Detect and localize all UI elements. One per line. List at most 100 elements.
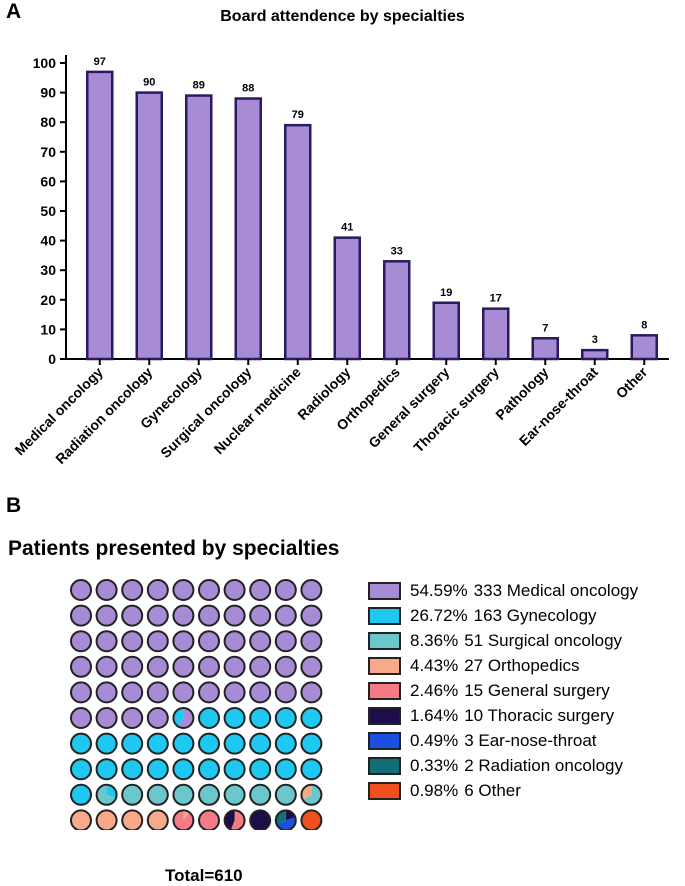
waffle-cell: [70, 630, 92, 653]
waffle-cell: [146, 783, 169, 806]
waffle-cell-fill: [147, 759, 168, 780]
waffle-cell: [274, 758, 297, 781]
waffle-cell-fill: [224, 580, 245, 600]
waffle-cell-fill: [250, 656, 271, 677]
waffle-cell: [95, 783, 118, 806]
waffle-cell: [198, 604, 220, 627]
waffle-cell: [300, 809, 323, 830]
waffle-cell-outline: [172, 783, 195, 806]
waffle-cell-fill: [275, 708, 296, 728]
waffle-cell: [274, 809, 297, 830]
waffle-cell: [198, 732, 220, 755]
waffle-cell-slice: [276, 817, 296, 830]
waffle-cell-fill: [147, 656, 168, 677]
waffle-cell-fill: [71, 580, 91, 600]
waffle-cell-outline: [300, 630, 323, 653]
waffle-cell-fill: [224, 708, 245, 728]
waffle-cell-outline: [274, 604, 297, 627]
waffle-cell-outline: [198, 604, 220, 627]
waffle-cell: [121, 655, 144, 678]
waffle-cell-fill: [122, 682, 143, 703]
waffle-cell-outline: [146, 758, 169, 781]
waffle-cell: [172, 732, 195, 755]
waffle-cell-outline: [70, 783, 92, 806]
waffle-cell: [172, 707, 195, 729]
waffle-cell-outline: [223, 630, 246, 653]
waffle-cell-outline: [172, 758, 195, 781]
waffle-cell-fill: [173, 605, 194, 626]
waffle-cell-outline: [70, 809, 92, 830]
y-tick-label: 80: [40, 114, 56, 130]
waffle-cell-outline: [121, 783, 144, 806]
waffle-cell-fill: [199, 631, 219, 652]
legend-swatch: [368, 632, 401, 650]
legend-swatch: [368, 782, 401, 800]
waffle-cell: [300, 758, 323, 781]
waffle-cell-outline: [198, 732, 220, 755]
waffle-cell: [70, 758, 92, 781]
legend-swatch: [368, 582, 401, 600]
waffle-cell-outline: [249, 809, 272, 830]
waffle-cell-fill: [96, 682, 117, 703]
legend-label: 10 Thoracic surgery: [464, 706, 615, 725]
waffle-cell: [198, 707, 220, 729]
waffle-cell: [249, 579, 272, 601]
waffle-cell: [274, 732, 297, 755]
waffle-cell: [172, 630, 195, 653]
waffle-cell-outline: [274, 579, 297, 601]
waffle-cell: [249, 655, 272, 678]
waffle-cell: [223, 707, 246, 729]
waffle-cell-fill: [147, 631, 168, 652]
bar-data-label: 33: [391, 245, 403, 257]
waffle-cell: [249, 783, 272, 806]
legend-label: 15 General surgery: [464, 681, 610, 700]
waffle-cell: [300, 732, 323, 755]
waffle-cell-fill: [250, 733, 271, 754]
waffle-cell-fill: [199, 784, 219, 805]
legend-label: 51 Surgical oncology: [464, 631, 623, 650]
legend-label: 27 Orthopedics: [464, 656, 580, 675]
waffle-cell-outline: [274, 809, 297, 830]
waffle-cell-fill: [301, 708, 322, 728]
waffle-cell: [70, 579, 92, 601]
bar-data-label: 97: [94, 56, 106, 68]
waffle-cell-outline: [172, 604, 195, 627]
waffle-cell-outline: [249, 630, 272, 653]
waffle-cell-outline: [70, 579, 92, 601]
bar-data-label: 41: [341, 222, 353, 234]
waffle-cell-fill: [71, 784, 91, 805]
waffle-cell-fill: [250, 580, 271, 600]
legend-item-gynecology: 26.72% 163 Gynecology: [368, 605, 597, 627]
waffle-cell: [121, 732, 144, 755]
panel-letter-b: B: [6, 494, 22, 517]
legend-swatch: [368, 607, 401, 625]
legend-percent: 0.33%: [410, 756, 459, 775]
waffle-cell-outline: [70, 707, 92, 729]
waffle-cell: [172, 655, 195, 678]
legend-percent: 54.59%: [410, 581, 468, 600]
legend-percent: 26.72%: [410, 606, 468, 625]
waffle-cell-outline: [172, 732, 195, 755]
waffle-cell-outline: [300, 604, 323, 627]
waffle-cell-fill: [71, 733, 91, 754]
bar: [581, 348, 609, 361]
bar-data-label: 19: [440, 287, 452, 299]
waffle-cell: [198, 809, 220, 830]
waffle-cell-outline: [95, 809, 118, 830]
waffle-cell: [274, 579, 297, 601]
waffle-cell: [121, 630, 144, 653]
waffle-cell-fill: [147, 580, 168, 600]
waffle-cell: [300, 681, 323, 704]
waffle-cell: [172, 809, 195, 830]
waffle-cell: [198, 579, 220, 601]
waffle-cell: [300, 783, 323, 806]
x-tick-label: Thoracic surgery: [410, 364, 502, 456]
legend-item-general-surgery: 2.46% 15 General surgery: [368, 680, 610, 702]
waffle-cell-fill: [250, 810, 271, 830]
waffle-cell-fill: [275, 656, 296, 677]
waffle-cell: [223, 783, 246, 806]
waffle-cell-fill: [96, 708, 117, 728]
y-tick-label: 90: [40, 85, 56, 101]
waffle-cell-outline: [172, 681, 195, 704]
waffle-cell-fill: [250, 605, 271, 626]
